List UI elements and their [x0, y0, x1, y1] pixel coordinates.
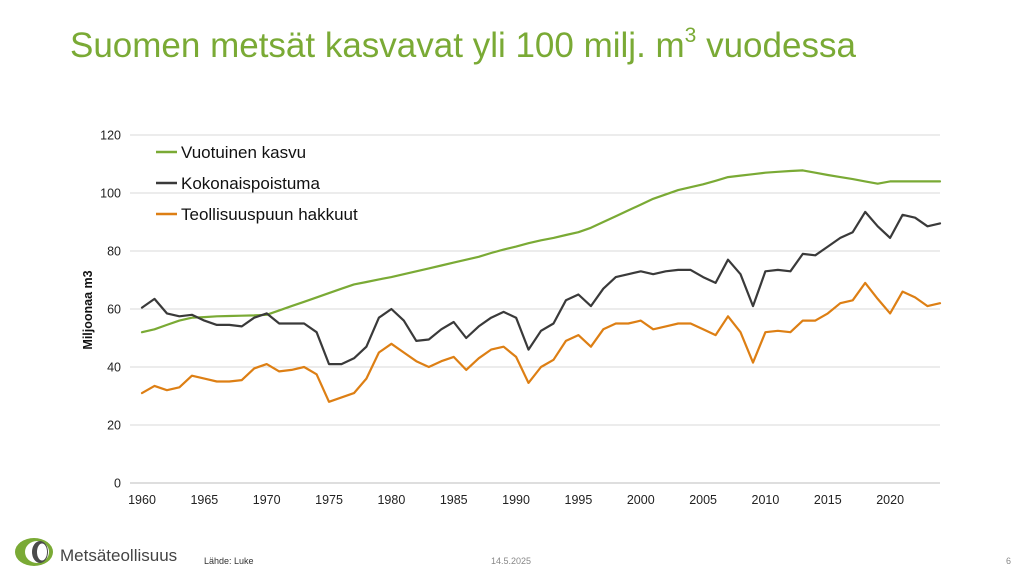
slide-date: 14.5.2025 — [491, 556, 532, 566]
brand-name: Metsäteollisuus — [60, 546, 178, 565]
x-tick-label: 1970 — [253, 493, 281, 507]
x-tick-label: 1985 — [440, 493, 468, 507]
series-line-1 — [140, 169, 942, 334]
x-tick-label: 1990 — [502, 493, 530, 507]
legend: Vuotuinen kasvu Kokonaispoistuma Teollisuu… — [156, 143, 358, 224]
grid-lines — [130, 134, 940, 484]
x-tick-label: 1980 — [377, 493, 405, 507]
source-note: Lähde: Luke — [204, 556, 254, 566]
title-end: vuodessa — [696, 26, 856, 65]
y-tick-label: 120 — [100, 129, 121, 143]
x-tick-label: 2020 — [876, 493, 904, 507]
y-tick-label: 100 — [100, 187, 121, 201]
x-tick-label: 2000 — [627, 493, 655, 507]
page-number: 6 — [1006, 556, 1012, 566]
y-axis-label: Miljoonaa m3 — [81, 270, 95, 349]
x-tick-label: 1975 — [315, 493, 343, 507]
y-tick-label: 80 — [107, 245, 121, 259]
x-tick-label: 1995 — [565, 493, 593, 507]
title-main: Suomen metsät kasvavat yli 100 milj. m — [70, 26, 685, 65]
x-tick-label: 1960 — [128, 493, 156, 507]
series-line-3 — [140, 281, 942, 403]
legend-label-3: Teollisuuspuun hakkuut — [181, 205, 358, 224]
y-tick-label: 20 — [107, 419, 121, 433]
axis-ticks: 0 20 40 60 80 100 120 1960 1965 1970 1975 1980 1985 1… — [100, 129, 904, 508]
slide-title: Suomen metsät kasvavat yli 100 milj. m3 … — [70, 24, 856, 66]
x-tick-label: 2010 — [752, 493, 780, 507]
y-tick-label: 60 — [107, 303, 121, 317]
y-tick-label: 0 — [114, 477, 121, 491]
x-tick-label: 1965 — [190, 493, 218, 507]
x-tick-label: 2015 — [814, 493, 842, 507]
x-tick-label: 2005 — [689, 493, 717, 507]
title-superscript: 3 — [684, 24, 697, 47]
legend-label-1: Vuotuinen kasvu — [181, 143, 306, 162]
legend-label-2: Kokonaispoistuma — [181, 174, 320, 193]
logo-icon — [15, 538, 53, 566]
series-line-2 — [140, 210, 942, 366]
series-lines — [140, 169, 942, 403]
y-tick-label: 40 — [107, 361, 121, 375]
